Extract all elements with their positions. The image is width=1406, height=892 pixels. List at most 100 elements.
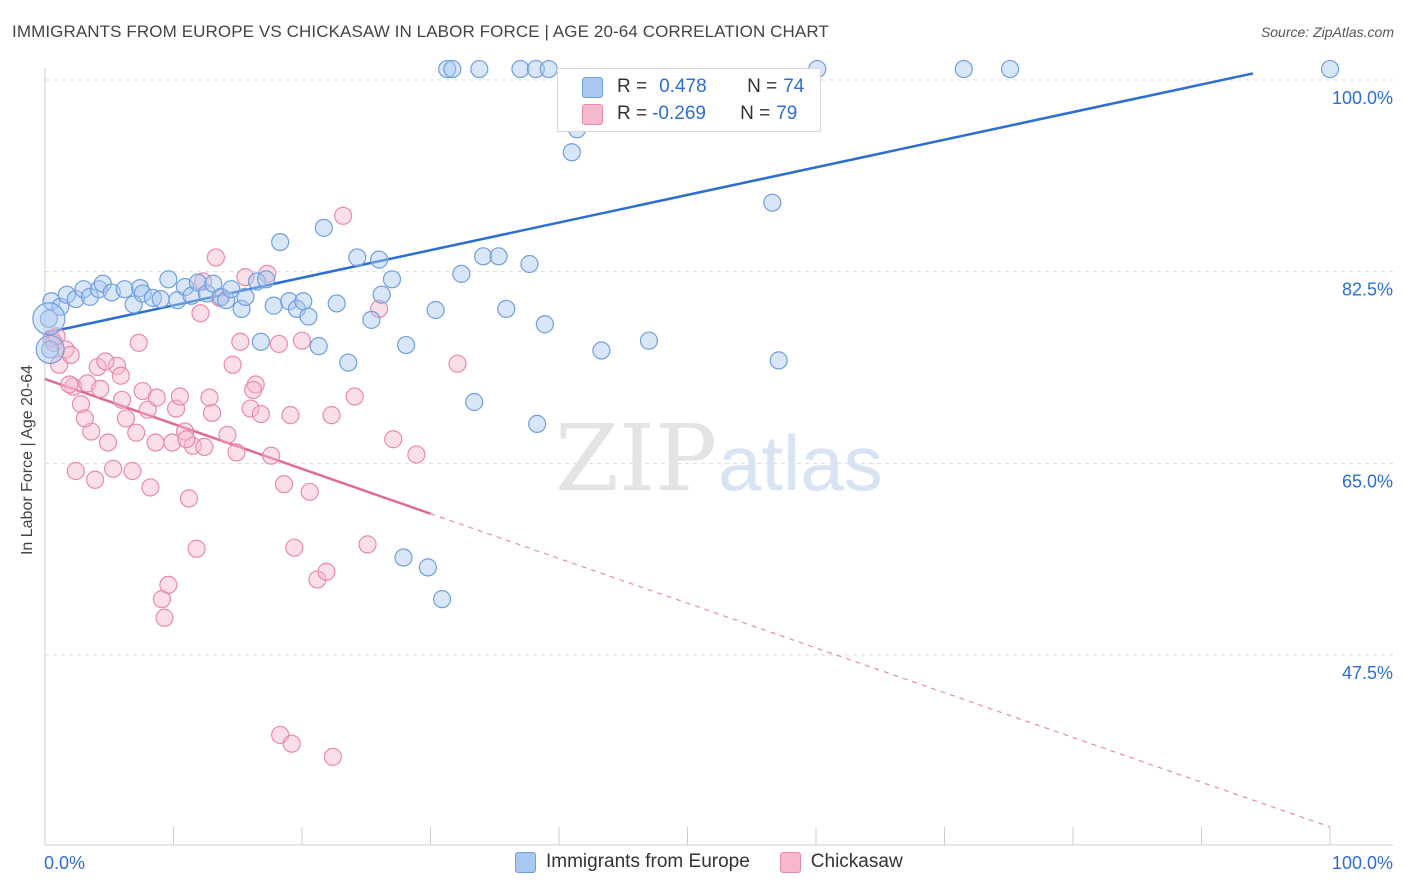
chickasaw-point — [269, 334, 288, 354]
europe-point — [66, 289, 85, 309]
europe-point — [396, 335, 416, 355]
chickasaw-point — [141, 478, 160, 497]
chickasaw-point — [244, 380, 263, 400]
europe-point — [57, 285, 76, 304]
europe-point — [362, 310, 381, 329]
europe-point — [339, 353, 358, 372]
chickasaw-point — [60, 375, 79, 394]
chickasaw-point — [71, 395, 91, 414]
chickasaw-point — [323, 747, 342, 766]
chickasaw-point — [358, 535, 377, 554]
chickasaw-point — [322, 406, 341, 425]
europe-point — [159, 270, 178, 289]
legend-swatch-pink — [582, 103, 603, 125]
chickasaw-point — [86, 470, 105, 489]
y-tick-label: 65.0% — [1342, 471, 1393, 491]
europe-point — [309, 337, 328, 356]
legend-r-label: R = — [617, 76, 648, 97]
europe-point — [217, 291, 236, 310]
legend-row-europe: R = 0.478 N = 74 — [558, 74, 804, 100]
europe-point — [562, 143, 581, 162]
europe-trend-line — [44, 72, 1254, 335]
europe-point — [264, 296, 283, 315]
legend-n-label: N = — [740, 103, 771, 124]
europe-point — [443, 59, 462, 79]
europe-point — [39, 309, 58, 328]
chickasaw-trend-extension — [430, 513, 1331, 828]
europe-point — [1000, 59, 1020, 79]
europe-point — [41, 340, 60, 359]
europe-point — [432, 590, 452, 609]
x-tick-label-100: 100.0% — [1332, 853, 1393, 873]
legend-r-value: 0.478 — [659, 76, 707, 97]
europe-point — [535, 315, 554, 334]
europe-point — [418, 558, 438, 577]
legend-swatch-blue — [515, 851, 536, 873]
europe-point — [769, 351, 788, 370]
europe-point — [211, 287, 231, 306]
chickasaw-points — [42, 206, 467, 766]
europe-point — [382, 270, 402, 289]
europe-point — [639, 331, 659, 350]
legend-n-value: 74 — [783, 76, 805, 97]
series-legend-label: Immigrants from Europe — [546, 851, 750, 872]
chickasaw-point — [146, 433, 165, 452]
europe-point — [314, 218, 333, 237]
series-legend-label: Chickasaw — [810, 851, 903, 872]
chickasaw-point — [187, 539, 206, 558]
chickasaw-point — [91, 379, 110, 398]
europe-point — [197, 284, 217, 303]
chickasaw-point — [116, 409, 136, 428]
chickasaw-point — [159, 575, 178, 595]
europe-point — [151, 289, 170, 309]
chickasaw-point — [104, 459, 123, 478]
europe-point — [372, 285, 391, 304]
europe-point — [592, 341, 611, 360]
europe-point — [236, 287, 255, 306]
chickasaw-point — [317, 562, 336, 581]
legend-row-chickasaw: R = -0.269 N = 79 — [558, 101, 797, 127]
axes — [44, 68, 1393, 846]
europe-point — [271, 232, 290, 252]
chickasaw-point — [147, 388, 166, 407]
chickasaw-point — [227, 443, 246, 462]
chickasaw-point — [285, 538, 304, 557]
chickasaw-point — [163, 433, 182, 452]
chickasaw-point — [241, 399, 260, 418]
europe-point — [528, 414, 547, 434]
chickasaw-point — [200, 388, 219, 407]
europe-point — [232, 299, 251, 319]
chickasaw-point — [195, 437, 214, 457]
chickasaw-point — [251, 404, 270, 424]
europe-point — [954, 59, 973, 79]
europe-point — [1320, 59, 1340, 79]
chickasaw-point — [231, 332, 250, 351]
chickasaw-point — [175, 422, 195, 441]
chickasaw-point — [300, 482, 319, 501]
chickasaw-point — [292, 331, 312, 350]
europe-point — [222, 280, 241, 299]
chickasaw-point — [111, 366, 130, 385]
watermark-zip: ZIP — [555, 405, 717, 512]
legend-n-label: N = — [747, 76, 778, 97]
chickasaw-point — [384, 430, 403, 449]
series-legend-europe: Immigrants from Europe — [515, 851, 750, 873]
europe-point — [426, 300, 445, 320]
chickasaw-point — [155, 608, 174, 627]
europe-point — [511, 59, 530, 79]
chickasaw-point — [96, 352, 115, 371]
europe-point — [256, 270, 276, 289]
chickasaw-point — [218, 425, 237, 444]
series-legend: Immigrants from Europe Chickasaw — [515, 851, 933, 873]
trend-lines — [44, 72, 1331, 828]
europe-point — [327, 294, 346, 313]
europe-point-large — [35, 334, 65, 365]
europe-point — [452, 264, 471, 283]
chickasaw-point — [127, 423, 146, 442]
chickasaw-trend-line — [44, 377, 431, 515]
europe-point — [299, 307, 318, 326]
chickasaw-point — [274, 475, 294, 494]
europe-point — [370, 250, 389, 269]
chickasaw-point — [56, 340, 75, 359]
